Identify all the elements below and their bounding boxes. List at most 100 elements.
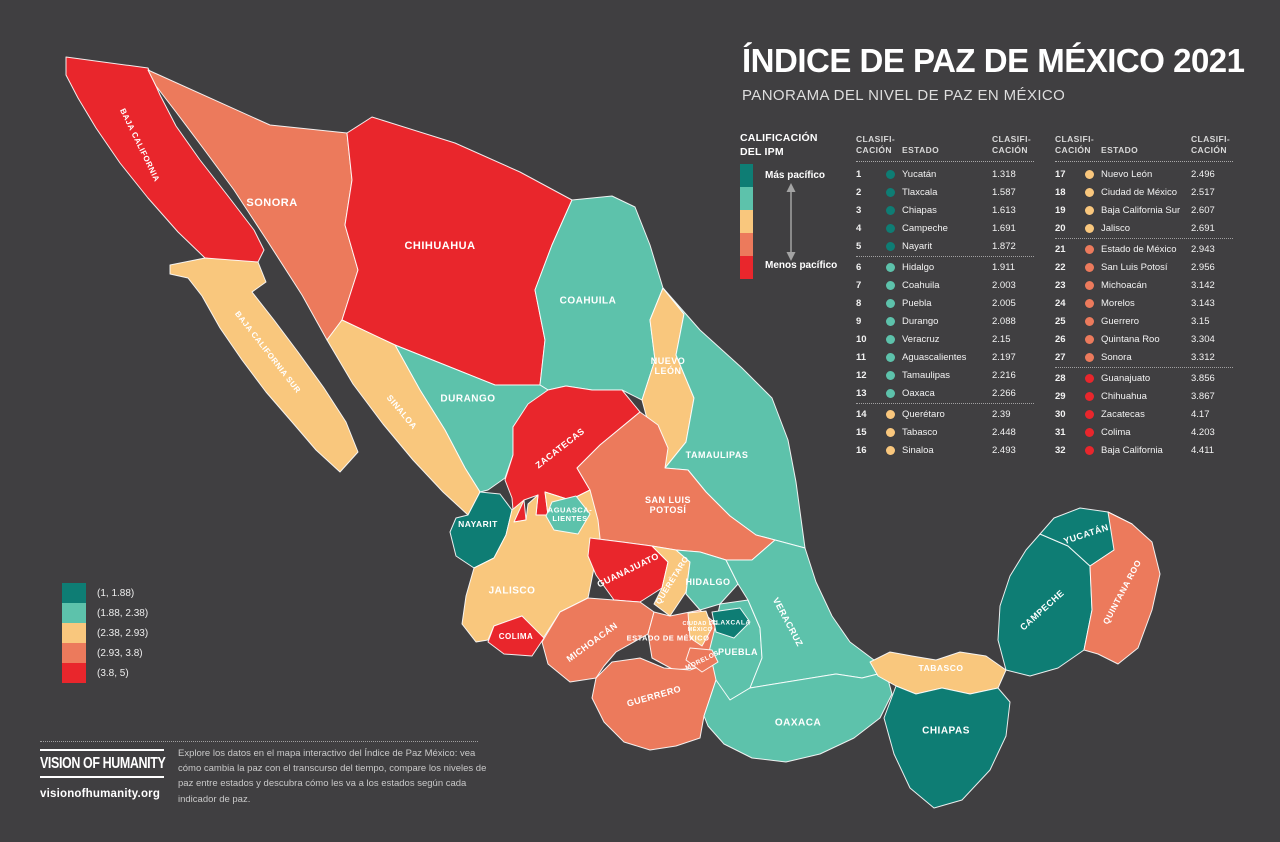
score-cell: 2.607	[1191, 204, 1215, 216]
rank-cell: 9	[856, 315, 862, 327]
state-column-header: ESTADO	[1101, 144, 1139, 155]
ranking-rows-1-16: 1 Yucatán 1.318 2 Tlaxcala 1.587 3 Chiapas 1.613…	[856, 162, 1034, 459]
range-legend-row: (1, 1.88)	[62, 583, 148, 603]
ranking-row: 30 Zacatecas 4.17	[1055, 405, 1233, 423]
rank-cell: 5	[856, 240, 862, 252]
state-cell: Ciudad de México	[1101, 186, 1178, 198]
ranking-row: 15 Tabasco 2.448	[856, 423, 1034, 441]
bin-divider	[1055, 238, 1233, 239]
ranking-row: 20 Jalisco 2.691	[1055, 219, 1233, 237]
rank-cell: 31	[1055, 426, 1066, 438]
bin-dot-icon	[1085, 409, 1094, 419]
state-label-aguascalientes: AGUASCA-LIENTES	[548, 506, 592, 523]
score-cell: 2.216	[992, 369, 1016, 381]
state-baja-california-sur[interactable]	[169, 257, 359, 473]
ranking-row: 29 Chihuahua 3.867	[1055, 387, 1233, 405]
bin-dot-icon	[886, 223, 895, 233]
state-oaxaca[interactable]	[703, 671, 893, 763]
state-aguascalientes[interactable]	[545, 495, 591, 535]
ranking-row: 7 Coahuila 2.003	[856, 276, 1034, 294]
state-label-chihuahua: CHIHUAHUA	[404, 240, 475, 252]
ipm-bar-segment-bin4	[740, 233, 753, 256]
state-colima[interactable]	[487, 615, 545, 657]
bin-dot-icon	[1085, 223, 1094, 233]
state-cell: Oaxaca	[902, 387, 935, 399]
range-swatch-bin2	[62, 603, 86, 623]
score-cell: 2.088	[992, 315, 1016, 327]
rank-cell: 7	[856, 279, 862, 291]
bin-dot-icon	[1085, 262, 1094, 272]
state-cell: Chiapas	[902, 204, 937, 216]
bin-dot-icon	[1085, 205, 1094, 215]
score-cell: 2.496	[1191, 168, 1215, 180]
state-cell: Aguascalientes	[902, 351, 967, 363]
score-cell: 2.517	[1191, 186, 1215, 198]
state-chiapas[interactable]	[883, 685, 1011, 809]
rank-cell: 3	[856, 204, 862, 216]
state-label-chiapas: CHIAPAS	[922, 726, 970, 737]
ranking-row: 10 Veracruz 2.15	[856, 330, 1034, 348]
state-cell: Nayarit	[902, 240, 933, 252]
state-cell: Michoacán	[1101, 279, 1147, 291]
footer-divider	[40, 741, 478, 742]
state-guerrero[interactable]	[591, 657, 717, 751]
bin-dot-icon	[1085, 187, 1094, 197]
bin-dot-icon	[886, 316, 895, 326]
state-quintana-roo[interactable]	[1083, 511, 1161, 665]
ranking-header: CLASIFI- CACIÓN ESTADO CLASIFI- CACIÓN	[856, 129, 1034, 162]
scale-direction-arrow-icon	[786, 183, 796, 261]
score-cell: 2.005	[992, 297, 1016, 309]
bin-dot-icon	[1085, 280, 1094, 290]
score-cell: 3.143	[1191, 297, 1215, 309]
rank-cell: 23	[1055, 279, 1066, 291]
vision-of-humanity-logo: VISION OF HUMANITY	[40, 749, 166, 778]
ranking-row: 17 Nuevo León 2.496	[1055, 165, 1233, 183]
state-cell: Coahuila	[902, 279, 940, 291]
state-label-estado-de-mexico: ESTADO DE MÉXICO	[627, 634, 710, 643]
bin-dot-icon	[1085, 391, 1094, 401]
range-label: (2.38, 2.93)	[97, 627, 149, 639]
state-label-colima: COLIMA	[499, 632, 534, 641]
ipm-bar-segment-bin5	[740, 256, 753, 279]
rank-cell: 13	[856, 387, 867, 399]
ranking-table-column-1: CLASIFI- CACIÓN ESTADO CLASIFI- CACIÓN 1 Yu…	[856, 129, 1034, 459]
ipm-color-bar	[740, 164, 753, 279]
bin-dot-icon	[1085, 169, 1094, 179]
ranking-row: 6 Hidalgo 1.911	[856, 258, 1034, 276]
state-cell: Baja California	[1101, 444, 1163, 456]
rank-cell: 32	[1055, 444, 1066, 456]
state-label-coahuila: COAHUILA	[560, 296, 617, 307]
score-cell: 2.003	[992, 279, 1016, 291]
website-link[interactable]: visionofhumanity.org	[40, 788, 161, 800]
state-cell: Tlaxcala	[902, 186, 938, 198]
rank-cell: 25	[1055, 315, 1066, 327]
less-peaceful-label: Menos pacífico	[765, 260, 838, 271]
ranking-header: CLASIFI- CACIÓN ESTADO CLASIFI- CACIÓN	[1055, 129, 1233, 162]
ranking-row: 16 Sinaloa 2.493	[856, 441, 1034, 459]
state-label-tabasco: TABASCO	[919, 663, 964, 673]
ranking-row: 23 Michoacán 3.142	[1055, 276, 1233, 294]
state-guanajuato[interactable]	[587, 537, 669, 603]
rank-cell: 21	[1055, 243, 1066, 255]
state-label-san-luis-potosi: SAN LUIS POTOSÍ	[645, 495, 691, 515]
rank-cell: 15	[856, 426, 867, 438]
footer-description: Explore los datos en el mapa interactivo…	[178, 748, 487, 805]
more-peaceful-label: Más pacífico	[765, 170, 826, 181]
score-cell: 2.956	[1191, 261, 1215, 273]
state-ciudad-de-mexico[interactable]	[687, 610, 713, 647]
ranking-rows-17-32: 17 Nuevo León 2.496 18 Ciudad de México 2.517…	[1055, 162, 1233, 459]
bin-dot-icon	[886, 280, 895, 290]
rank-cell: 2	[856, 186, 862, 198]
state-tlaxcala[interactable]	[711, 607, 751, 639]
state-label-puebla: PUEBLA	[718, 647, 758, 657]
state-michoacan[interactable]	[541, 597, 655, 683]
range-swatch-bin4	[62, 643, 86, 663]
state-morelos[interactable]	[685, 647, 719, 673]
state-cell: Quintana Roo	[1101, 333, 1160, 345]
bin-dot-icon	[1085, 244, 1094, 254]
state-cell: Estado de México	[1101, 243, 1177, 255]
ranking-row: 28 Guanajuato 3.856	[1055, 369, 1233, 387]
range-label: (2.93, 3.8)	[97, 647, 143, 659]
state-cell: Tamaulipas	[902, 369, 951, 381]
